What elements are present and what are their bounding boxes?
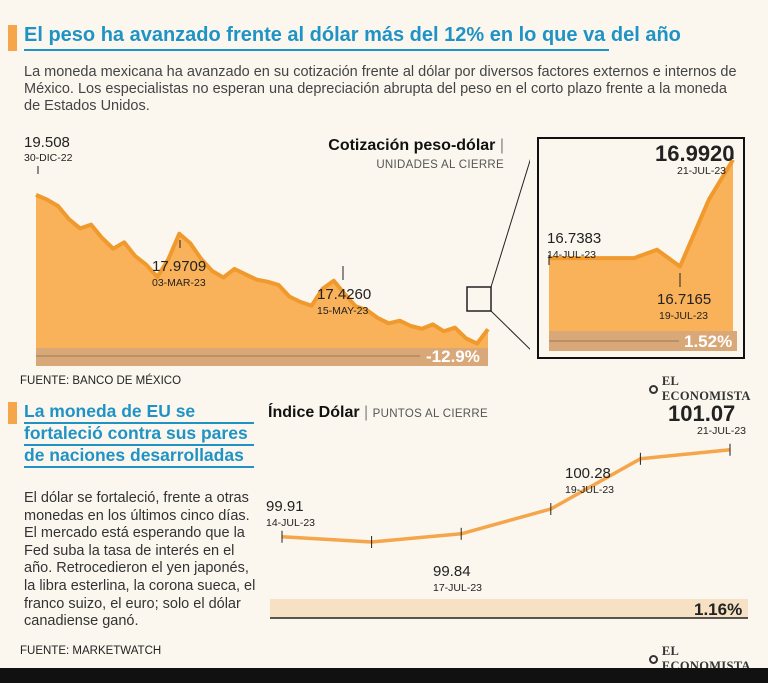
zoom-connector-top	[490, 158, 530, 288]
footer-bar	[0, 668, 768, 683]
chart2-annotation-value: 99.91	[266, 498, 304, 515]
chart1-subtitle: UNIDADES AL CIERRE	[376, 159, 504, 171]
chart2-annotation-value: 100.28	[565, 465, 611, 482]
headline-2-line: La moneda de EU se	[24, 401, 196, 421]
dollar-index-markers	[281, 443, 731, 548]
chart2-subtitle: PUNTOS AL CIERRE	[372, 408, 488, 420]
inset-annotation-value: 16.9920	[655, 141, 735, 166]
headline-2-rule	[24, 466, 254, 468]
zoom-connector-bottom	[490, 310, 530, 350]
dollar-index-line	[281, 448, 731, 544]
dollar-index-chart	[270, 443, 748, 619]
annotation-value: 17.9709	[152, 258, 207, 275]
chart2-annotation-date: 19-JUL-23	[565, 484, 615, 496]
brand-logo-1: EL ECONOMISTA	[649, 374, 768, 404]
change-band	[36, 348, 488, 366]
headline-2-marker	[8, 402, 17, 424]
intro-text: La moneda mexicana ha avanzado en su cot…	[24, 64, 737, 114]
zoom-box	[466, 286, 492, 312]
annotation-date: 15-MAY-23	[317, 305, 369, 317]
headline-1: El peso ha avanzado frente al dólar más …	[24, 24, 681, 51]
source-1: FUENTE: BANCO DE MÉXICO	[20, 375, 182, 387]
chart2-change: 1.16%	[694, 600, 743, 619]
headline-2-rule	[24, 422, 254, 424]
inset-annotation-value: 16.7383	[547, 230, 602, 247]
chart2-annotation-date: 14-JUL-23	[266, 517, 316, 529]
source-2: FUENTE: MARKETWATCH	[20, 645, 162, 657]
inset-area	[549, 159, 733, 331]
peso-dollar-line	[35, 193, 490, 346]
annotation-value: 19.508	[24, 134, 70, 151]
brand-icon	[649, 654, 658, 664]
chart2-annotation-value: 99.84	[433, 563, 471, 580]
inset-change: 1.52%	[684, 332, 733, 351]
body-text-2: El dólar se fortaleció, frente a otras m…	[24, 490, 256, 630]
peso-dollar-area	[36, 194, 488, 348]
annotation-date: 03-MAR-23	[152, 277, 206, 289]
inset-annotation-date: 19-JUL-23	[659, 310, 709, 322]
annotation-date: 30-DIC-22	[24, 152, 73, 164]
headline-2: La moneda de EU se fortaleció contra sus…	[24, 400, 254, 468]
inset-annotation-date: 21-JUL-23	[677, 165, 727, 177]
headline-2-rule	[24, 444, 254, 446]
chart2-annotation-value: 101.07	[668, 401, 736, 426]
chart2-annotation-date: 21-JUL-23	[697, 425, 747, 437]
headline-marker	[8, 25, 17, 51]
headline-2-line: de naciones desarrolladas	[24, 445, 244, 465]
chart2-change-band	[270, 599, 748, 618]
chart1-header: Cotización peso-dólar |	[328, 137, 504, 154]
chart1-title: Cotización peso-dólar	[328, 137, 496, 154]
inset-chart	[548, 151, 737, 351]
chart2-annotation-date: 17-JUL-23	[433, 582, 483, 594]
chart2-title: Índice Dólar	[268, 404, 360, 421]
brand-icon	[649, 384, 658, 394]
peso-dollar-chart	[35, 158, 530, 366]
annotation-value: 17.4260	[317, 286, 372, 303]
inset-line	[549, 158, 735, 269]
headline-2-line: fortaleció contra sus pares	[24, 423, 248, 443]
chart1-change: -12.9%	[426, 347, 480, 366]
chart2-header: Índice Dólar | PUNTOS AL CIERRE	[268, 404, 488, 421]
brand-name: EL ECONOMISTA	[661, 374, 751, 403]
inset-annotation-date: 14-JUL-23	[547, 249, 597, 261]
inset-annotation-value: 16.7165	[657, 291, 712, 308]
